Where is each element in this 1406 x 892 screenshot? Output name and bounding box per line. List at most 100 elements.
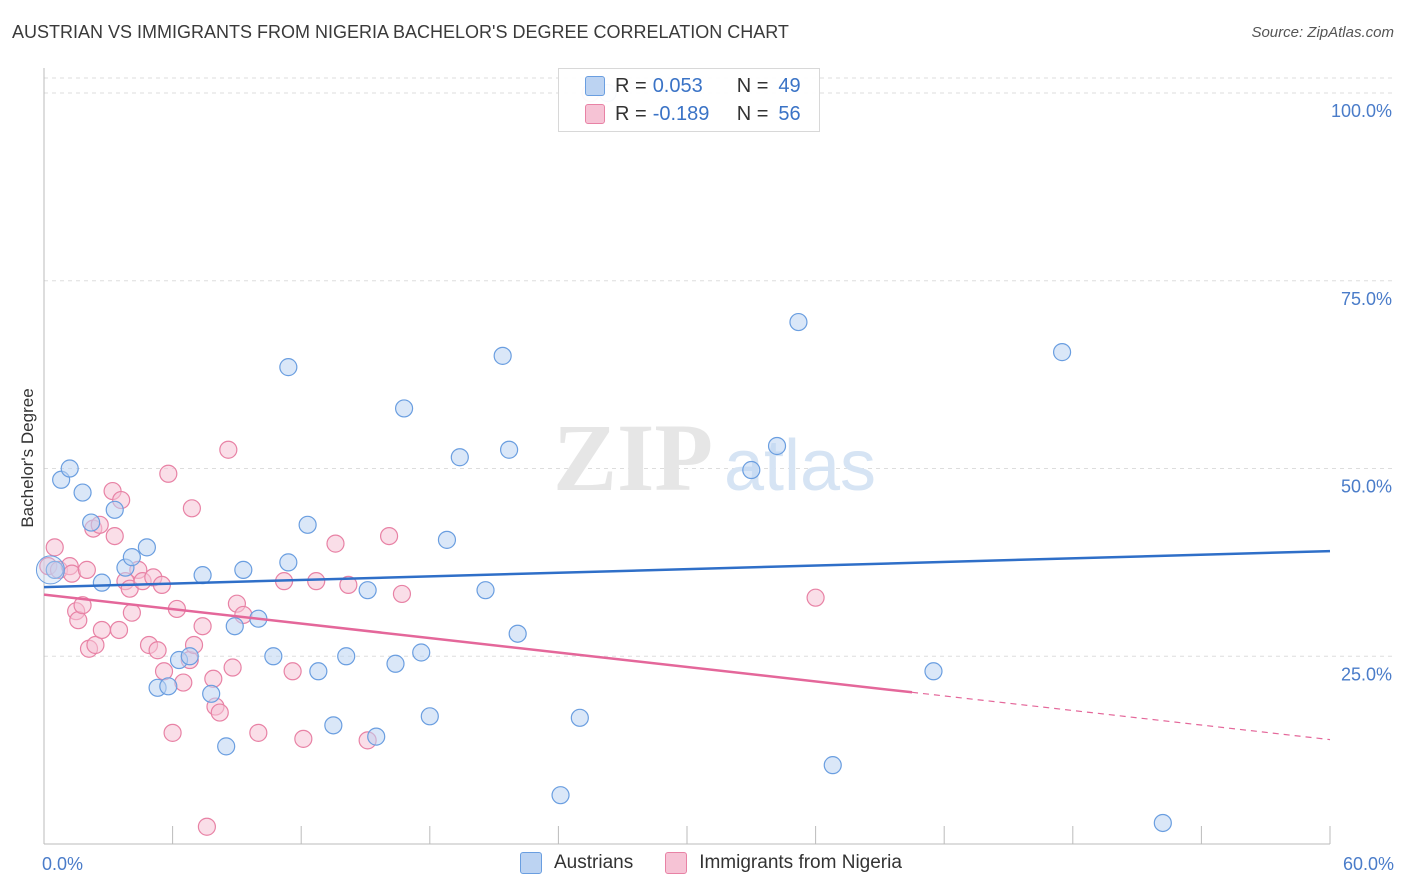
austrian-point: [73, 483, 92, 502]
legend-box: R = 0.053 N = 49 R = -0.189 N = 56: [558, 68, 820, 132]
austrian-point: [45, 560, 64, 579]
nigeria-point: [92, 620, 111, 640]
austrian-point: [358, 581, 377, 600]
nigeria-point: [182, 499, 201, 518]
austrian-point: [367, 727, 386, 746]
austrian-point: [324, 716, 343, 735]
nigeria-point: [148, 641, 167, 660]
austrian-point: [82, 513, 101, 532]
nigeria-point: [210, 703, 229, 722]
legend-n-label: N =: [736, 74, 769, 97]
nigeria-point: [223, 658, 242, 677]
nigeria-point: [62, 564, 81, 583]
nigeria-point: [174, 673, 193, 692]
bottom-legend-swatch-blue: [520, 852, 542, 874]
legend-r-label: R =: [615, 102, 647, 125]
legend-n-label: N =: [736, 102, 769, 125]
legend-swatch-blue: [585, 76, 605, 96]
legend-swatch-pink: [585, 104, 605, 124]
austrian-point: [225, 617, 244, 636]
trend-line-nigeria: [43, 593, 913, 694]
austrian-point: [92, 573, 111, 592]
austrian-point: [193, 566, 212, 585]
nigeria-point: [77, 560, 96, 579]
austrian-point: [508, 624, 527, 643]
tick-labels: 25.0% 50.0% 75.0% 100.0% 0.0% 60.0%: [42, 101, 1394, 874]
austrian-point: [500, 440, 519, 459]
nigeria-point: [73, 596, 92, 615]
nigeria-point: [69, 611, 88, 630]
austrian-point-cluster: [35, 555, 65, 585]
austrian-point: [264, 647, 283, 666]
chart-title: AUSTRIAN VS IMMIGRANTS FROM NIGERIA BACH…: [12, 22, 789, 42]
austrian-point: [202, 684, 221, 703]
nigeria-point: [249, 723, 268, 742]
austrian-point: [180, 647, 199, 666]
legend-r-value: -0.189: [652, 102, 710, 125]
nigeria-point: [806, 588, 825, 607]
austrian-point: [924, 662, 943, 681]
trend-lines: [43, 549, 1331, 741]
austrian-point: [551, 786, 570, 805]
austrian-point: [234, 560, 253, 579]
austrian-point: [298, 515, 317, 534]
austrian-point: [105, 500, 124, 519]
nigeria-point: [86, 635, 105, 655]
nigeria-point: [294, 729, 313, 748]
nigeria-point: [105, 526, 124, 546]
austrian-point: [767, 436, 787, 456]
nigeria-point: [163, 723, 182, 742]
nigeria-point: [193, 617, 212, 636]
austrian-point: [789, 312, 808, 332]
x-tick-label: 0.0%: [42, 854, 83, 874]
legend-n-value: 49: [778, 74, 801, 97]
austrian-point: [137, 538, 156, 557]
austrian-point: [279, 553, 298, 572]
axes: [43, 68, 1331, 845]
nigeria-point: [154, 662, 174, 681]
austrian-point: [570, 708, 589, 727]
nigeria-point: [379, 526, 399, 546]
austrian-point: [337, 647, 356, 666]
austrian-point: [309, 662, 328, 681]
nigeria-point: [219, 440, 238, 459]
austrian-point: [394, 399, 414, 418]
legend-row-austrians: R = 0.053 N = 49: [585, 73, 801, 99]
bottom-legend: Austrians Immigrants from Nigeria: [520, 852, 934, 874]
nigeria-point: [122, 603, 141, 622]
nigeria-point: [197, 817, 216, 836]
austrian-point: [279, 358, 298, 377]
bottom-legend-label: Austrians: [554, 852, 634, 873]
nigeria-point: [326, 534, 345, 553]
austrian-point: [742, 460, 761, 480]
nigeria-point: [392, 584, 412, 604]
legend-n-value: 56: [778, 102, 801, 125]
austrian-point: [217, 737, 236, 756]
y-tick-label: 100.0%: [1331, 101, 1392, 121]
austrian-point: [122, 548, 141, 567]
nigeria-point: [109, 620, 129, 640]
austrian-point: [493, 346, 512, 365]
nigeria-point: [159, 464, 178, 483]
austrian-point: [159, 677, 178, 696]
series-austrians-points: [35, 83, 1172, 833]
watermark-zip: ZIP: [553, 404, 713, 511]
austrian-point: [476, 581, 495, 600]
y-tick-label: 50.0%: [1341, 477, 1392, 497]
legend-row-nigeria: R = -0.189 N = 56: [585, 101, 801, 127]
nigeria-point: [204, 669, 223, 688]
austrian-point: [1153, 813, 1172, 833]
bottom-legend-label: Immigrants from Nigeria: [699, 852, 902, 873]
legend-r-label: R =: [615, 74, 647, 97]
nigeria-point: [339, 575, 358, 595]
x-tick-label: 60.0%: [1343, 854, 1394, 874]
trend-line-austrians: [43, 549, 1331, 589]
bottom-legend-nigeria: Immigrants from Nigeria: [665, 852, 902, 874]
nigeria-point: [45, 538, 64, 557]
y-tick-label: 25.0%: [1341, 664, 1392, 684]
austrian-point: [823, 756, 842, 775]
bottom-legend-austrians: Austrians: [520, 852, 633, 874]
austrian-point: [386, 654, 405, 673]
nigeria-point: [283, 662, 302, 681]
austrian-point: [412, 643, 431, 662]
